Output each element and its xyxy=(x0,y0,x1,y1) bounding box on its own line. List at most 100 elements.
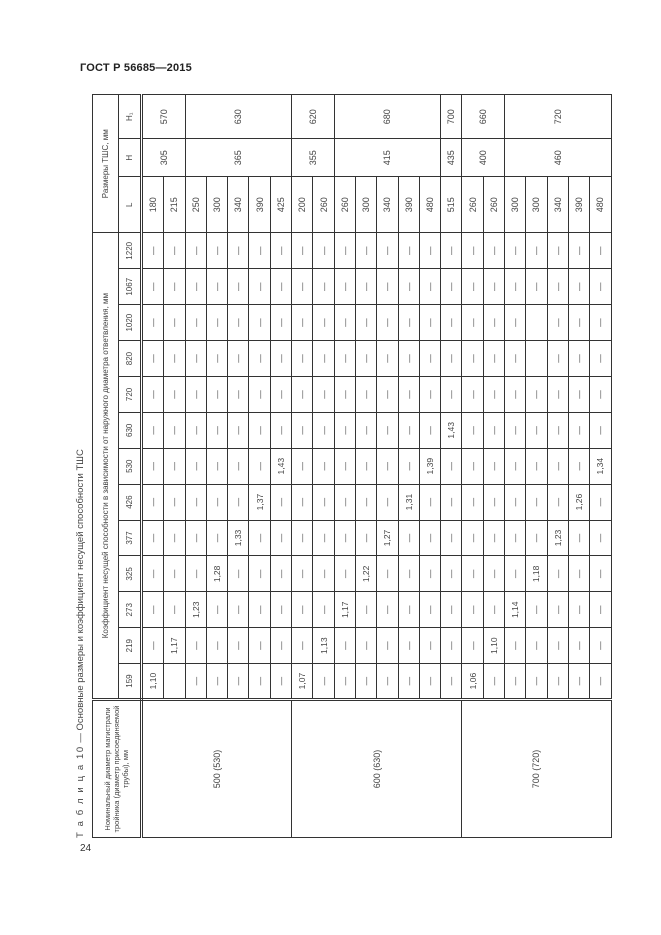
coefficient-cell: — xyxy=(206,484,228,521)
coefficient-cell: — xyxy=(312,520,335,556)
dimension-l-cell: 390 xyxy=(398,176,420,233)
coefficient-cell: — xyxy=(483,663,505,700)
dimension-h-cell: 460 xyxy=(504,138,612,177)
coefficient-cell: — xyxy=(185,340,207,377)
coefficient-cell: — xyxy=(227,627,249,664)
coefficient-cell: — xyxy=(291,340,313,377)
coefficient-cell: 1,10 xyxy=(483,627,505,664)
coefficient-cell: — xyxy=(525,663,548,700)
caption-prefix: Т а б л и ц а 10 xyxy=(75,745,86,838)
coefficient-cell: — xyxy=(483,591,505,628)
coefficient-cell: — xyxy=(440,591,462,628)
dimension-h-cell: 365 xyxy=(185,138,292,177)
coefficient-cell: — xyxy=(334,555,356,592)
coefficient-cell: 1,26 xyxy=(568,484,590,521)
coefficient-cell: — xyxy=(355,376,377,413)
coefficient-cell: — xyxy=(163,376,186,413)
coefficient-cell: — xyxy=(312,304,335,341)
coefficient-cell: 1,13 xyxy=(312,627,335,664)
coefficient-cell: — xyxy=(440,484,462,521)
coefficient-cell: — xyxy=(547,484,569,521)
coefficient-cell: — xyxy=(312,484,335,521)
coefficient-cell: — xyxy=(461,376,484,413)
coefficient-cell: — xyxy=(483,232,505,269)
coefficient-cell: — xyxy=(141,448,164,485)
coefficient-cell: — xyxy=(589,663,612,700)
coefficient-cell: — xyxy=(270,412,292,449)
coefficient-cell: — xyxy=(483,304,505,341)
coefficient-cell: — xyxy=(461,555,484,592)
coefficient-cell: — xyxy=(419,412,441,449)
coefficient-cell: — xyxy=(568,232,590,269)
coefficient-cell: 1,43 xyxy=(270,448,292,485)
coefficient-cell: — xyxy=(185,412,207,449)
coefficient-cell: — xyxy=(461,268,484,305)
coefficient-cell: — xyxy=(398,520,420,556)
coefficient-cell: — xyxy=(248,304,271,341)
coefficient-cell: — xyxy=(270,232,292,269)
coefficient-cell: — xyxy=(355,412,377,449)
coefficient-cell: — xyxy=(419,663,441,700)
coefficient-cell: — xyxy=(589,412,612,449)
coefficient-cell: — xyxy=(141,232,164,269)
coefficient-cell: — xyxy=(568,412,590,449)
coefficient-cell: — xyxy=(398,304,420,341)
coefficient-cell: — xyxy=(334,340,356,377)
coefficient-cell: — xyxy=(419,591,441,628)
coefficient-cell: — xyxy=(440,268,462,305)
coefficient-cell: — xyxy=(547,448,569,485)
coefficient-cell: — xyxy=(504,484,526,521)
coefficient-cell: — xyxy=(589,268,612,305)
coefficient-cell: — xyxy=(206,340,228,377)
coefficient-cell: — xyxy=(312,340,335,377)
dimension-h1-cell: 700 xyxy=(440,94,462,139)
coefficient-cell: — xyxy=(248,520,271,556)
coefficient-cell: — xyxy=(248,663,271,700)
coefficient-cell: — xyxy=(419,340,441,377)
coefficient-cell: — xyxy=(334,663,356,700)
caption-text: — Основные размеры и коэффициент несущей… xyxy=(75,449,86,746)
coefficient-cell: 1,17 xyxy=(334,591,356,628)
coefficient-cell: — xyxy=(185,663,207,700)
coefficient-cell: — xyxy=(334,412,356,449)
coefficient-cell: 1,14 xyxy=(504,591,526,628)
coefficient-cell: — xyxy=(355,484,377,521)
coefficient-cell: — xyxy=(141,627,164,664)
header-branch-diameter: 630 xyxy=(118,412,142,449)
coefficient-cell: — xyxy=(398,412,420,449)
dimension-l-cell: 260 xyxy=(334,176,356,233)
dimension-h-cell: 355 xyxy=(291,138,335,177)
coefficient-cell: — xyxy=(547,376,569,413)
coefficient-cell: — xyxy=(504,340,526,377)
coefficient-cell: — xyxy=(185,627,207,664)
coefficient-cell: — xyxy=(355,304,377,341)
coefficient-cell: — xyxy=(270,627,292,664)
coefficient-cell: — xyxy=(248,412,271,449)
coefficient-cell: — xyxy=(312,376,335,413)
dimension-l-cell: 340 xyxy=(547,176,569,233)
coefficient-cell: — xyxy=(163,520,186,556)
coefficient-cell: — xyxy=(227,232,249,269)
coefficient-cell: — xyxy=(376,663,399,700)
coefficient-cell: — xyxy=(185,268,207,305)
coefficient-cell: — xyxy=(141,376,164,413)
coefficient-cell: — xyxy=(568,340,590,377)
dimension-h-cell: 400 xyxy=(461,138,505,177)
coefficient-cell: — xyxy=(227,591,249,628)
coefficient-cell: — xyxy=(504,627,526,664)
coefficient-cell: 1,22 xyxy=(355,555,377,592)
coefficient-cell: — xyxy=(440,232,462,269)
dimension-l-cell: 200 xyxy=(291,176,313,233)
coefficient-cell: — xyxy=(163,484,186,521)
coefficient-cell: — xyxy=(376,232,399,269)
coefficient-cell: — xyxy=(525,232,548,269)
coefficient-cell: — xyxy=(334,484,356,521)
coefficient-cell: — xyxy=(355,340,377,377)
coefficient-cell: — xyxy=(206,232,228,269)
coefficient-cell: — xyxy=(504,663,526,700)
coefficient-cell: — xyxy=(227,484,249,521)
coefficient-cell: — xyxy=(483,555,505,592)
coefficient-cell: — xyxy=(504,304,526,341)
coefficient-cell: — xyxy=(461,448,484,485)
dimension-l-cell: 480 xyxy=(419,176,441,233)
